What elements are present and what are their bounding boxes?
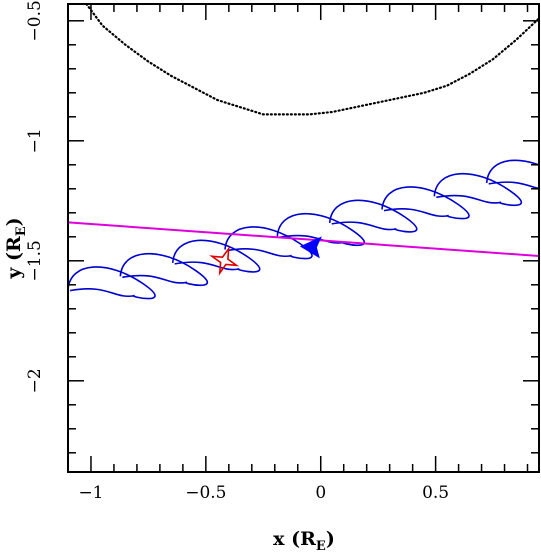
x-tick-label: 0 <box>315 483 326 503</box>
orbit-loop <box>485 159 539 190</box>
y-axis-label: y (RE) <box>3 217 29 279</box>
orbit-loop <box>433 172 523 207</box>
star-marker <box>209 245 240 276</box>
arrow-marker <box>299 236 322 259</box>
y-tick-label: −1 <box>25 128 45 153</box>
y-tick-labels: −0.5 −1 −1.5 −2 <box>25 0 45 393</box>
orbit-loop <box>381 186 470 220</box>
x-axis-label: x (RE) <box>273 528 335 554</box>
x-tick-labels: −1 −0.5 0 0.5 <box>78 483 449 503</box>
axis-ticks <box>67 4 539 472</box>
y-tick-label: −1.5 <box>25 240 45 281</box>
x-tick-label: −0.5 <box>185 483 226 503</box>
orbit-loop <box>328 199 418 233</box>
reference-line <box>68 221 539 257</box>
gyration-orbit <box>68 159 539 300</box>
x-tick-label: 0.5 <box>422 483 449 503</box>
orbit-loop <box>119 252 209 287</box>
y-tick-label: −0.5 <box>25 0 45 41</box>
plot-frame <box>67 3 540 473</box>
orbit-loop <box>68 266 156 300</box>
y-tick-label: −2 <box>25 368 45 393</box>
plot-area <box>68 4 539 300</box>
orbit-loop <box>171 239 261 273</box>
orbit-loop <box>224 226 313 260</box>
x-tick-label: −1 <box>78 483 103 503</box>
boundary-curve <box>85 4 539 116</box>
